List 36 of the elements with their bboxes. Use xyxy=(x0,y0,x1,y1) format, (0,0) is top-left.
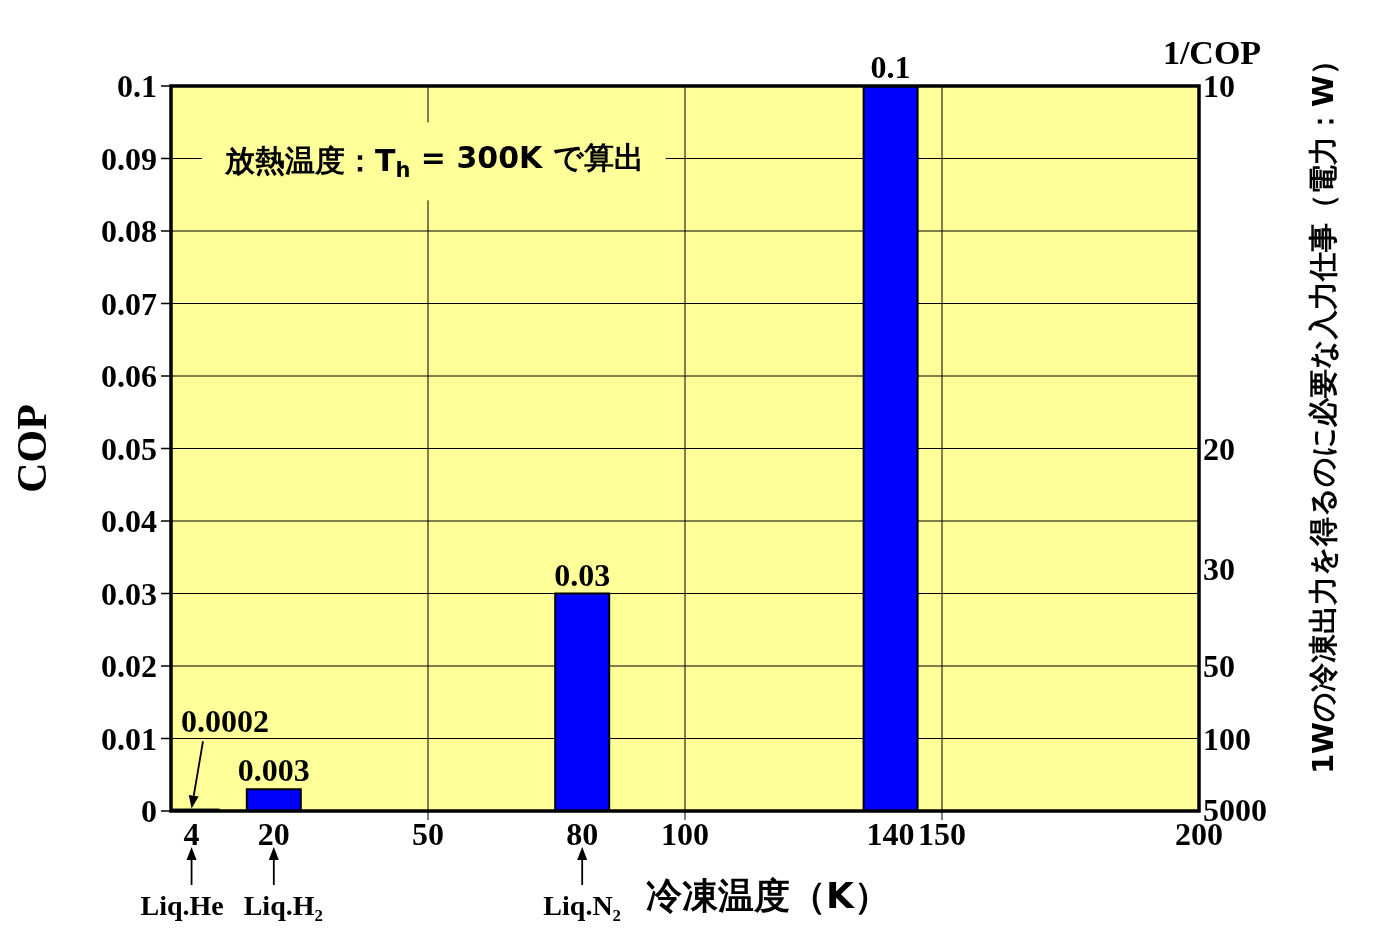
x-tick-label: 100 xyxy=(661,816,709,852)
right-scale-label: 10 xyxy=(1203,68,1235,104)
y-tick-label: 0.1 xyxy=(117,68,157,104)
x-tick-label: 20 xyxy=(257,816,290,852)
right-scale-label: 50 xyxy=(1203,648,1235,684)
y-tick-label: 0.04 xyxy=(101,503,157,539)
right-scale-label: 30 xyxy=(1203,551,1235,588)
x-tick-label: 150 xyxy=(918,816,966,852)
data-label: 0.0002 xyxy=(181,703,269,740)
annotation: 放熱温度：T$_{h}$ = 300K で算出 xyxy=(224,140,644,183)
right-scale-title: 1/COP xyxy=(1162,34,1262,71)
y-tick-label: 0.02 xyxy=(101,648,157,684)
data-label: 0.003 xyxy=(237,752,310,789)
x-axis-title: 冷凍温度（K） xyxy=(646,875,890,916)
y-tick-label: 0.01 xyxy=(101,720,157,757)
right-scale-label: 20 xyxy=(1203,430,1235,467)
y-tick-label: 0.03 xyxy=(101,575,157,612)
x-tick-label: 140 xyxy=(866,816,915,852)
y-tick-label: 0 xyxy=(141,793,157,829)
annotation: Liq.He xyxy=(140,890,224,921)
x-tick-label: 80 xyxy=(566,816,599,852)
y-tick-label: 0.06 xyxy=(101,358,157,394)
data-label: 0.03 xyxy=(554,556,611,593)
annotation: Liq.H₂ xyxy=(243,890,323,921)
x-tick-label: 4 xyxy=(183,816,200,852)
y-tick-label: 0.07 xyxy=(101,285,157,322)
y-axis-title: COP xyxy=(9,404,55,493)
data-label: 0.1 xyxy=(870,49,911,85)
y-tick-label: 0.09 xyxy=(101,140,157,177)
y-tick-label: 0.08 xyxy=(101,213,157,249)
y-tick-label: 0.05 xyxy=(101,430,157,467)
x-tick-label: 50 xyxy=(412,816,444,852)
right-scale-label: 100 xyxy=(1203,720,1251,757)
right-title: 1Wの冷凍出力を得るのに必要な入力仕事（電力：W） xyxy=(1306,45,1340,775)
annotation: Liq.N₂ xyxy=(543,890,622,921)
note: 放熱温度：T$_{h}$ = 300K で算出 xyxy=(202,122,666,201)
